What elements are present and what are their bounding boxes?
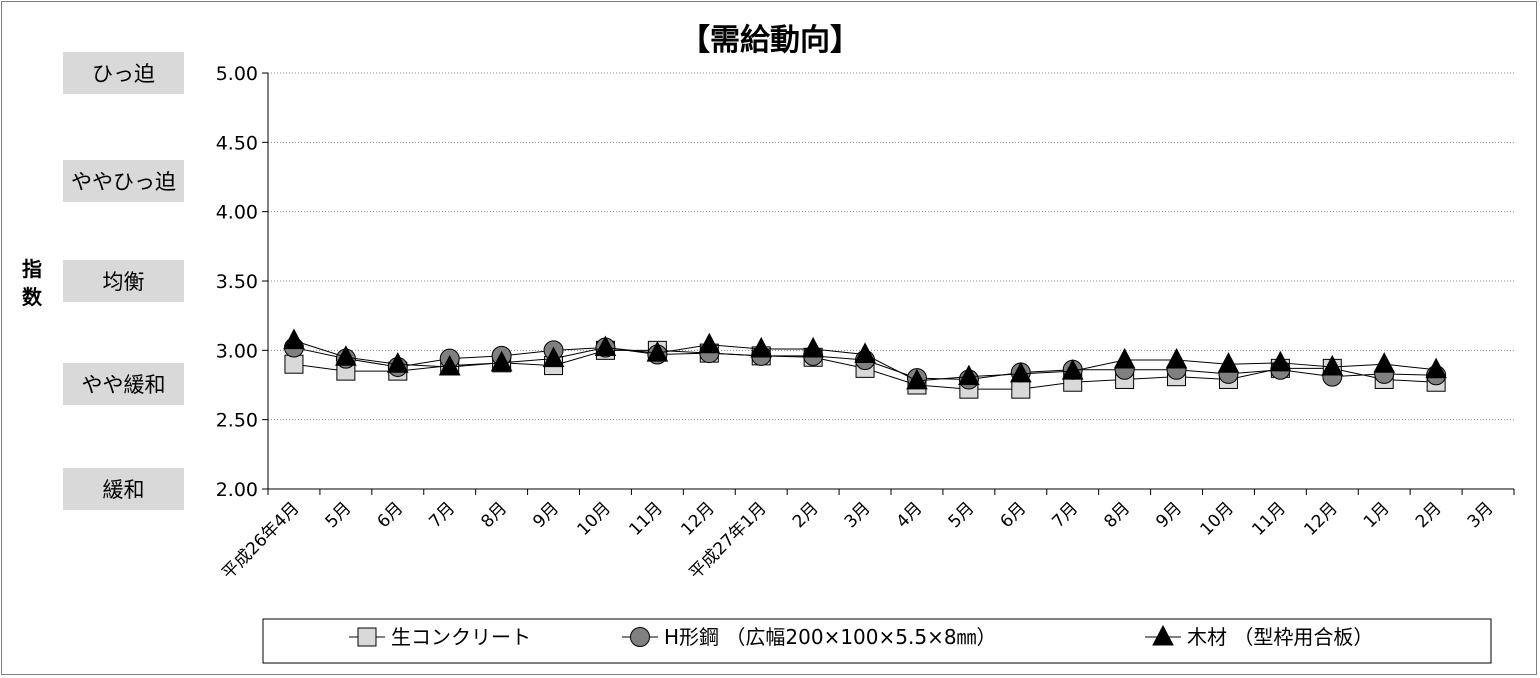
y-category-band: 緩和 — [63, 468, 184, 510]
x-tick-label: 2月 — [1412, 498, 1446, 532]
x-tick-label: 1月 — [1360, 498, 1394, 532]
x-tick-label: 4月 — [893, 498, 927, 532]
data-point — [1113, 347, 1136, 369]
band-label: 緩和 — [103, 478, 145, 502]
y-tick-label: 5.00 — [216, 63, 258, 85]
data-point — [438, 354, 461, 376]
x-tick-label: 10月 — [574, 498, 615, 539]
y-tick-label: 3.50 — [216, 271, 258, 293]
data-point — [1425, 357, 1447, 379]
y-axis-label-char: 数 — [22, 285, 43, 309]
data-point — [1217, 352, 1240, 373]
y-axis-label-char: 指 — [22, 257, 42, 281]
y-category-band: ややひっ迫 — [63, 160, 184, 202]
band-box — [63, 160, 184, 202]
x-tick-label: 5月 — [945, 498, 979, 532]
x-tick-label: 12月 — [677, 498, 718, 539]
data-point — [386, 352, 409, 373]
legend-entry: H形鋼 （広幅200×100×5.5×8㎜） — [622, 625, 997, 649]
data-point — [1373, 352, 1396, 373]
y-axis-label: 指数 — [22, 257, 43, 309]
band-box — [63, 468, 184, 510]
legend-entry: 木材 （型枠用合板） — [1145, 624, 1373, 649]
data-point — [283, 328, 305, 350]
legend-marker — [357, 627, 377, 647]
band-box — [63, 52, 184, 94]
gridlines — [268, 72, 1514, 421]
y-tick-label: 4.00 — [216, 202, 258, 224]
x-tick-label: 平成26年4月 — [218, 498, 303, 583]
band-box — [63, 363, 184, 405]
legend-marker — [630, 627, 650, 647]
data-point — [1165, 347, 1188, 369]
legend-label: 木材 （型枠用合板） — [1187, 625, 1373, 649]
data-point — [542, 346, 565, 368]
data-point — [284, 354, 304, 374]
x-tick-label: 12月 — [1300, 498, 1341, 539]
data-point — [646, 341, 669, 362]
chart-title: 【需給動向】 — [680, 23, 860, 58]
data-point — [750, 336, 773, 358]
y-tick-labels: 5.00 4.50 4.00 3.50 3.00 2.50 2.00 — [216, 63, 258, 501]
y-category-band: やや緩和 — [63, 363, 184, 405]
data-point — [1321, 354, 1344, 376]
series-triangle — [283, 328, 1447, 390]
y-tick-label: 4.50 — [216, 132, 258, 154]
x-tick-label: 5月 — [322, 498, 356, 532]
data-point — [1061, 359, 1084, 380]
data-point — [802, 336, 824, 358]
y-category-band: 均衡 — [63, 260, 184, 302]
legend-marker — [1152, 624, 1174, 646]
x-tick-label: 6月 — [997, 498, 1031, 532]
legend-box — [262, 618, 1492, 664]
legend: 生コンクリート H形鋼 （広幅200×100×5.5×8㎜） 木材 （型枠用合板） — [262, 618, 1492, 664]
x-tick-label: 9月 — [529, 498, 563, 532]
data-point — [594, 335, 617, 357]
y-category-band: ひっ迫 — [63, 52, 184, 94]
data-point — [1009, 361, 1032, 383]
axes — [262, 72, 1515, 495]
series-group — [283, 328, 1447, 399]
x-tick-label: 7月 — [1048, 498, 1082, 532]
y-tick-label: 2.00 — [216, 479, 258, 501]
x-tick-label: 3月 — [841, 498, 875, 532]
band-box — [63, 260, 184, 302]
x-tick-label: 8月 — [1100, 498, 1134, 532]
x-tick-label: 8月 — [477, 498, 511, 532]
data-point — [1269, 350, 1292, 372]
x-tick-label: 3月 — [1464, 498, 1498, 532]
legend-entry: 生コンクリート — [349, 625, 531, 649]
band-label: 均衡 — [103, 270, 145, 294]
data-point — [490, 350, 513, 372]
y-tick-label: 3.00 — [216, 340, 258, 362]
x-tick-label: 6月 — [374, 498, 408, 532]
y-tick-label: 2.50 — [216, 410, 258, 432]
data-point — [906, 368, 928, 390]
data-point — [698, 332, 721, 354]
x-tick-label: 7月 — [425, 498, 459, 532]
legend-label: 生コンクリート — [391, 625, 531, 649]
data-point — [854, 342, 876, 363]
data-point — [958, 364, 980, 386]
x-tick-label: 2月 — [789, 498, 823, 532]
x-tick-label: 11月 — [625, 498, 666, 539]
data-point — [1011, 379, 1031, 399]
band-label: ひっ迫 — [92, 62, 155, 86]
band-label: ややひっ迫 — [71, 170, 176, 194]
x-tick-label: 10月 — [1197, 498, 1238, 539]
legend-label: H形鋼 （広幅200×100×5.5×8㎜） — [664, 625, 997, 649]
x-tick-label: 9月 — [1152, 498, 1186, 532]
band-label: やや緩和 — [82, 373, 166, 397]
data-point — [335, 345, 357, 366]
x-tick-label: 11月 — [1248, 498, 1289, 539]
